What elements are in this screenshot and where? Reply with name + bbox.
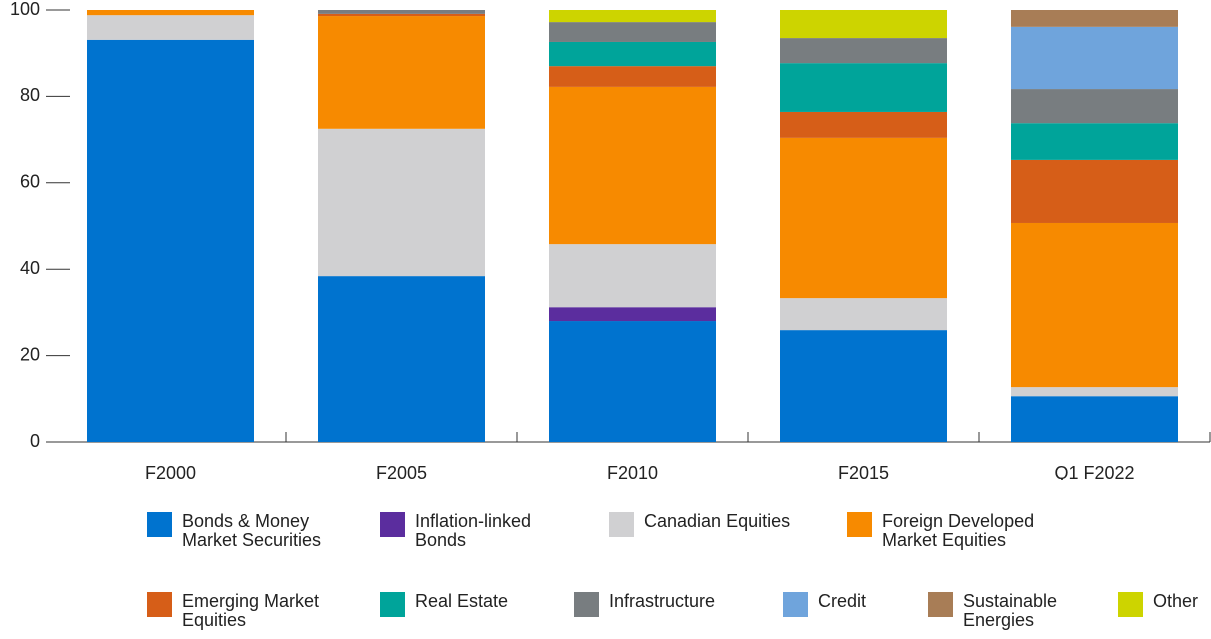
bar-segment: [780, 330, 947, 442]
legend-item: Canadian Equities: [609, 512, 874, 537]
legend-item: Foreign Developed Market Equities: [847, 512, 1082, 550]
bar-segment: [318, 16, 485, 129]
bar-segment: [780, 10, 947, 39]
legend-swatch: [928, 592, 953, 617]
legend-swatch: [380, 512, 405, 537]
bar-segment: [1011, 26, 1178, 90]
bar-segment: [549, 10, 716, 23]
bar-segment: [549, 41, 716, 67]
legend-label: Other: [1153, 591, 1199, 611]
chart: 0 20 40 60 80 100 F2000 F2005 F2010 F2015 Q1 F2022: [10, 0, 1211, 480]
x-tick-label: F2000: [145, 463, 196, 480]
bar-segment: [780, 63, 947, 112]
bar-segment: [549, 321, 716, 442]
legend-swatch: [783, 592, 808, 617]
legend-swatch: [380, 592, 405, 617]
legend-swatch: [847, 512, 872, 537]
legend-item: Sustainable Energies: [928, 592, 1103, 630]
y-tick-label: 100: [10, 0, 40, 19]
x-tick-label: F2010: [607, 463, 658, 480]
bar-segment: [780, 111, 947, 138]
bar-segment: [87, 10, 254, 16]
bar-segment: [549, 66, 716, 87]
legend-item: Infrastructure: [574, 592, 809, 617]
bar-segment: [1011, 159, 1178, 223]
x-tick-label: F2005: [376, 463, 427, 480]
x-tick-label: Q1 F2022: [1054, 463, 1134, 480]
legend-swatch: [609, 512, 634, 537]
bar-segment: [1011, 387, 1178, 397]
y-tick-label: 60: [20, 172, 40, 192]
legend-label: Sustainable Energies: [963, 591, 1058, 630]
bar-segment: [1011, 10, 1178, 27]
legend-label: Emerging Market Equities: [182, 591, 320, 630]
legend-label: Inflation-linked Bonds: [415, 511, 532, 550]
legend-swatch: [147, 512, 172, 537]
legend-label: Bonds & Money Market Securities: [182, 511, 322, 550]
legend-item: Credit: [783, 592, 948, 617]
legend-swatch: [147, 592, 172, 617]
bar-segment: [780, 38, 947, 64]
bar-segment: [549, 244, 716, 308]
legend-item: Bonds & Money Market Securities: [147, 512, 357, 550]
legend-item: Real Estate: [380, 592, 575, 617]
legend-item: Other: [1118, 592, 1211, 617]
bar-segment: [780, 137, 947, 299]
legend-item: Inflation-linked Bonds: [380, 512, 575, 550]
legend-label: Real Estate: [415, 591, 509, 611]
legend-item: Emerging Market Equities: [147, 592, 362, 630]
bar-segment: [1011, 396, 1178, 442]
bar-segment: [780, 298, 947, 331]
bar-segment: [318, 128, 485, 277]
bar-segment: [318, 276, 485, 442]
bar-segment: [318, 10, 485, 14]
legend-label: Canadian Equities: [644, 511, 791, 531]
y-tick-label: 80: [20, 85, 40, 105]
bar-segment: [549, 22, 716, 42]
legend-label: Credit: [818, 591, 867, 611]
bar-segment: [87, 39, 254, 443]
legend-label: Infrastructure: [609, 591, 716, 611]
y-tick-label: 20: [20, 344, 40, 364]
y-tick-label: 40: [20, 258, 40, 278]
bar-segment: [318, 13, 485, 17]
legend-label: Foreign Developed Market Equities: [882, 511, 1035, 550]
bar-segment: [87, 15, 254, 40]
x-tick-label: F2015: [838, 463, 889, 480]
bar-segment: [1011, 89, 1178, 124]
y-tick-label: 0: [30, 431, 40, 451]
bar-segment: [549, 307, 716, 322]
bar-segment: [549, 86, 716, 245]
bar-segment: [1011, 222, 1178, 388]
legend-swatch: [1118, 592, 1143, 617]
bar-segment: [1011, 123, 1178, 160]
legend-swatch: [574, 592, 599, 617]
